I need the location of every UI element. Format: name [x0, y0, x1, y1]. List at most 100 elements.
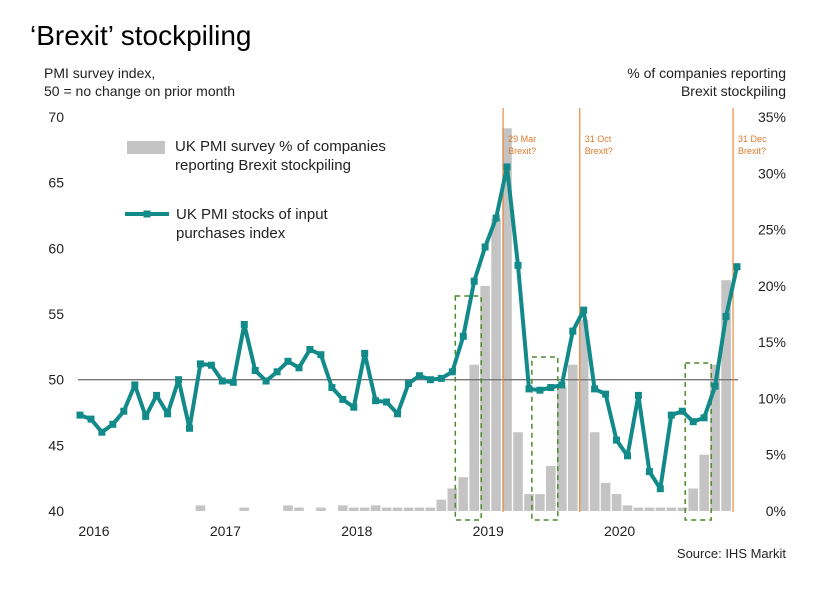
source-note: Source: IHS Markit [677, 546, 786, 561]
stocks-index-point [284, 357, 292, 365]
stockpiling-bar [348, 507, 359, 511]
stockpiling-bar [710, 364, 720, 511]
legend: UK PMI survey % of companies reporting B… [125, 138, 386, 242]
left-axis-tick-label: 45 [48, 437, 64, 453]
left-axis-tick-label: 50 [48, 372, 64, 388]
legend-bar-swatch [127, 141, 165, 154]
stockpiling-bar [524, 494, 534, 511]
stocks-index-point [711, 382, 719, 390]
stockpiling-bar [578, 319, 589, 511]
stocks-index-point [76, 411, 84, 419]
stocks-index-point [415, 372, 423, 380]
stocks-index-point [186, 424, 193, 432]
stockpiling-bar [283, 505, 293, 511]
stocks-index-point [580, 306, 588, 314]
stockpiling-bar [414, 507, 425, 511]
stocks-index-point [350, 403, 358, 411]
stocks-index-point [328, 384, 336, 391]
x-axis-tick-label: 2020 [604, 523, 635, 539]
brexit-deadline-label: 31 Dec [738, 134, 767, 144]
left-axis-tick-label: 65 [48, 175, 64, 191]
brexit-deadline-label: 31 Oct [585, 134, 612, 144]
stockpiling-bar [316, 507, 326, 511]
brexit-deadline-label: Brexit? [508, 146, 536, 156]
stockpiling-bar [458, 477, 468, 511]
stocks-index-point [700, 414, 708, 422]
stocks-index-point [645, 468, 653, 476]
stocks-index-point [678, 407, 686, 415]
stocks-index-point [131, 381, 139, 389]
stocks-index-point [262, 377, 270, 385]
x-axis-tick-label: 2016 [78, 523, 109, 539]
stockpiling-bar [535, 494, 545, 511]
stockpiling-bar [480, 285, 490, 511]
stocks-index-point [547, 384, 555, 391]
stocks-index-point [175, 376, 183, 384]
chart-title: ‘Brexit’ stockpiling [30, 20, 251, 51]
stocks-index-point [306, 346, 314, 353]
stocks-index-point [87, 415, 95, 423]
left-axis-tick-label: 70 [48, 109, 64, 125]
x-axis-tick-label: 2018 [341, 523, 372, 539]
legend-line-label-line2: purchases index [176, 225, 286, 242]
stockpiling-highlight-box [684, 362, 712, 521]
stocks-index-point [514, 261, 522, 269]
right-axis-tick-label: 15% [758, 334, 786, 350]
right-axis-tick-label: 0% [766, 503, 786, 519]
stockpiling-bar [655, 507, 666, 511]
stocks-index-point [602, 390, 610, 398]
stocks-index-point [634, 391, 642, 399]
legend-bars-label-line1: UK PMI survey % of companies [175, 138, 386, 155]
stockpiling-highlight-box [531, 356, 559, 521]
stocks-index-point [525, 385, 533, 393]
stocks-index-point [481, 243, 489, 251]
stockpiling-bar [677, 507, 688, 511]
stockpiling-bar [195, 505, 206, 511]
stocks-index-point [405, 380, 412, 388]
x-axis-tick-label: 2017 [210, 523, 241, 539]
right-axis-label-line1: % of companies reporting [627, 65, 786, 81]
stockpiling-bar [721, 280, 731, 511]
brexit-deadline-label: Brexit? [738, 146, 766, 156]
stocks-index-point [591, 385, 599, 393]
stocks-index-point [317, 351, 325, 359]
stocks-index-point [98, 428, 106, 436]
stocks-index-point [273, 368, 281, 376]
stocks-index-point [689, 418, 697, 426]
stocks-index-point [459, 332, 467, 340]
legend-line-label-line1: UK PMI stocks of input [176, 206, 329, 223]
stocks-index-point [492, 214, 500, 222]
stocks-index-point [667, 411, 675, 419]
stocks-index-point [536, 386, 544, 394]
right-axis-tick-label: 35% [758, 109, 786, 125]
stockpiling-bar [447, 488, 458, 511]
brexit-deadline-label: Brexit? [585, 146, 613, 156]
stocks-index-point [142, 412, 150, 420]
stocks-index-point [218, 377, 226, 385]
stockpiling-highlight-box [454, 295, 482, 521]
stocks-index-point [613, 436, 620, 444]
left-axis-label-line2: 50 = no change on prior month [44, 83, 235, 99]
stockpiling-bar [546, 466, 556, 511]
x-axis-tick-label: 2019 [473, 523, 504, 539]
stocks-index-point [339, 395, 347, 403]
stockpiling-bar [491, 218, 501, 512]
stockpiling-bar [425, 507, 436, 511]
right-axis-tick-label: 25% [758, 222, 786, 238]
left-axis-tick-label: 55 [48, 306, 64, 322]
plot-area: 29 Mar Brexit? 31 Oct Brexit? 31 Dec Brexit? 4… [48, 108, 786, 539]
brexit-deadline-label: 29 Mar [508, 134, 536, 144]
stocks-index-point [153, 391, 161, 399]
stocks-index-point [470, 277, 478, 285]
stockpiling-bar [436, 499, 447, 511]
stocks-index-point [229, 378, 237, 386]
stocks-index-point [448, 368, 456, 376]
legend-line-marker [143, 210, 151, 218]
stocks-index-point [196, 360, 204, 368]
left-axis-tick-label: 60 [48, 240, 64, 256]
right-axis-tick-label: 10% [758, 390, 786, 406]
stockpiling-bar [513, 432, 523, 511]
stockpiling-bar [502, 128, 512, 512]
stockpiling-bar [622, 505, 633, 511]
